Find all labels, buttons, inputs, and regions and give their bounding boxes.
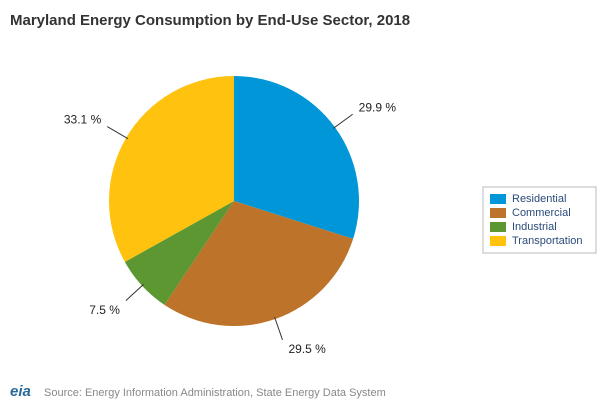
leader-line (274, 316, 283, 340)
leader-line (125, 283, 144, 301)
chart-title: Maryland Energy Consumption by End-Use S… (10, 12, 410, 29)
leader-line (106, 126, 129, 140)
data-label: 29.9 % (359, 100, 397, 114)
legend-swatch (490, 222, 506, 232)
legend-swatch (490, 236, 506, 246)
pie-slice (164, 201, 354, 326)
legend-label: Residential (512, 193, 566, 205)
legend-label: Transportation (512, 235, 583, 247)
logo: eia (10, 383, 31, 400)
source-note: Source: Energy Information Administratio… (44, 387, 386, 399)
pie-slice (108, 76, 234, 262)
pie-slice (234, 76, 359, 239)
leader-line (332, 113, 353, 129)
data-label: 33.1 % (64, 113, 102, 127)
data-label: 7.5 % (89, 303, 120, 317)
legend-swatch (490, 208, 506, 218)
legend-label: Industrial (512, 221, 557, 233)
pie-slice (124, 201, 234, 305)
legend-label: Commercial (512, 207, 571, 219)
data-label: 29.5 % (288, 342, 326, 356)
legend-swatch (490, 194, 506, 204)
